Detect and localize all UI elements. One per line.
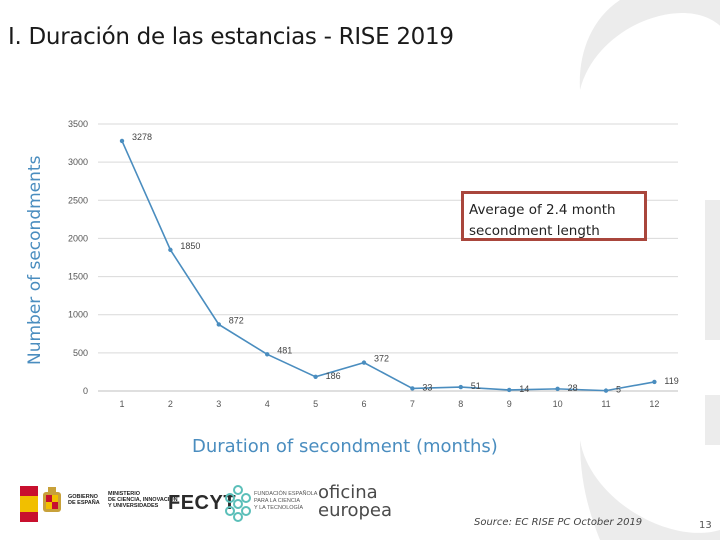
data-point	[603, 388, 609, 393]
x-tick-label: 4	[265, 399, 270, 409]
data-point	[119, 138, 125, 144]
y-tick-label: 0	[83, 386, 88, 396]
oficina-europea-logo: oficina europea	[318, 484, 392, 520]
x-tick-label: 6	[361, 399, 366, 409]
data-label: 1850	[180, 241, 200, 251]
y-tick-label: 1500	[68, 272, 88, 282]
fecyt-sub-line-2: PARA LA CIENCIA	[254, 498, 301, 504]
average-callout: Average of 2.4 month secondment length	[461, 191, 647, 241]
y-tick-label: 3000	[68, 157, 88, 167]
x-tick-label: 10	[553, 399, 563, 409]
data-label: 3278	[132, 132, 152, 142]
page-title: I. Duración de las estancias - RISE 2019	[8, 24, 454, 50]
data-label: 186	[326, 371, 341, 381]
fecyt-molecule-icon	[225, 485, 251, 522]
x-tick-label: 7	[410, 399, 415, 409]
x-tick-label: 12	[649, 399, 659, 409]
y-axis-ticks: 0 500 1000 1500 2000 2500 3000 3500	[68, 119, 88, 396]
data-point	[313, 374, 318, 380]
x-tick-label: 2	[168, 399, 173, 409]
x-axis-title: Duration of secondment (months)	[192, 436, 498, 457]
logo-strip: GOBIERNO DE ESPAÑA MINISTERIO DE CIENCIA…	[18, 484, 438, 524]
y-tick-label: 1000	[68, 310, 88, 320]
fecyt-sub-line-3: Y LA TECNOLOGÍA	[254, 505, 304, 511]
ministerio-line-2: DE CIENCIA, INNOVACIÓN	[108, 497, 178, 503]
data-point	[652, 379, 657, 385]
fecyt-subtitle: FUNDACIÓN ESPAÑOLA PARA LA CIENCIA Y LA …	[254, 491, 324, 512]
data-point	[410, 386, 415, 391]
data-markers	[119, 138, 657, 393]
gobierno-line-2: DE ESPAÑA	[68, 500, 100, 506]
y-tick-label: 3500	[68, 119, 88, 129]
ministerio-line-1: MINISTERIO	[108, 491, 141, 497]
x-tick-label: 3	[216, 399, 221, 409]
oficina-line-2: europea	[318, 500, 393, 521]
x-tick-label: 8	[458, 399, 463, 409]
data-label: 14	[519, 384, 529, 394]
data-label: 872	[229, 315, 244, 325]
x-tick-label: 11	[601, 399, 610, 409]
series-line	[121, 140, 655, 392]
data-label: 33	[422, 382, 432, 392]
data-point	[216, 322, 221, 327]
data-label: 28	[568, 383, 578, 393]
data-label: 372	[374, 354, 389, 364]
data-point	[555, 386, 560, 392]
data-label: 481	[277, 345, 292, 355]
data-point	[168, 247, 173, 253]
data-point	[361, 360, 367, 365]
gobierno-crest-icon	[43, 487, 61, 512]
data-point	[507, 387, 512, 393]
data-label: 51	[471, 381, 481, 391]
page-number: 13	[699, 520, 712, 531]
y-tick-label: 2000	[68, 233, 88, 243]
data-labels: 3278 1850 872 481 186 372 33 51 14 28 5 119	[132, 132, 679, 395]
data-label: 119	[664, 376, 678, 386]
x-tick-label: 1	[119, 399, 124, 409]
y-axis-title: Number of secondments	[25, 155, 45, 365]
data-point	[265, 352, 270, 357]
x-tick-label: 9	[507, 399, 512, 409]
y-tick-label: 500	[73, 348, 88, 358]
ministerio-line-3: Y UNIVERSIDADES	[108, 503, 159, 509]
x-axis-ticks: 1 2 3 4 5 6 7 8 9 10 11 12	[119, 399, 659, 409]
ministerio-label: MINISTERIO DE CIENCIA, INNOVACIÓN Y UNIV…	[108, 491, 178, 509]
oficina-line-1: oficina	[318, 482, 378, 503]
gridlines	[98, 123, 678, 354]
source-note: Source: EC RISE PC October 2019	[474, 517, 643, 528]
spain-coat-of-arms-logo	[18, 484, 40, 524]
fecyt-logo-text: FECYT	[168, 492, 237, 514]
data-point	[458, 384, 463, 390]
fecyt-sub-line-1: FUNDACIÓN ESPAÑOLA	[254, 491, 318, 497]
gobierno-line-1: GOBIERNO	[68, 494, 98, 500]
y-tick-label: 2500	[68, 195, 88, 205]
data-label: 5	[616, 385, 621, 395]
gobierno-label: GOBIERNO DE ESPAÑA	[68, 494, 100, 506]
x-tick-label: 5	[313, 399, 318, 409]
